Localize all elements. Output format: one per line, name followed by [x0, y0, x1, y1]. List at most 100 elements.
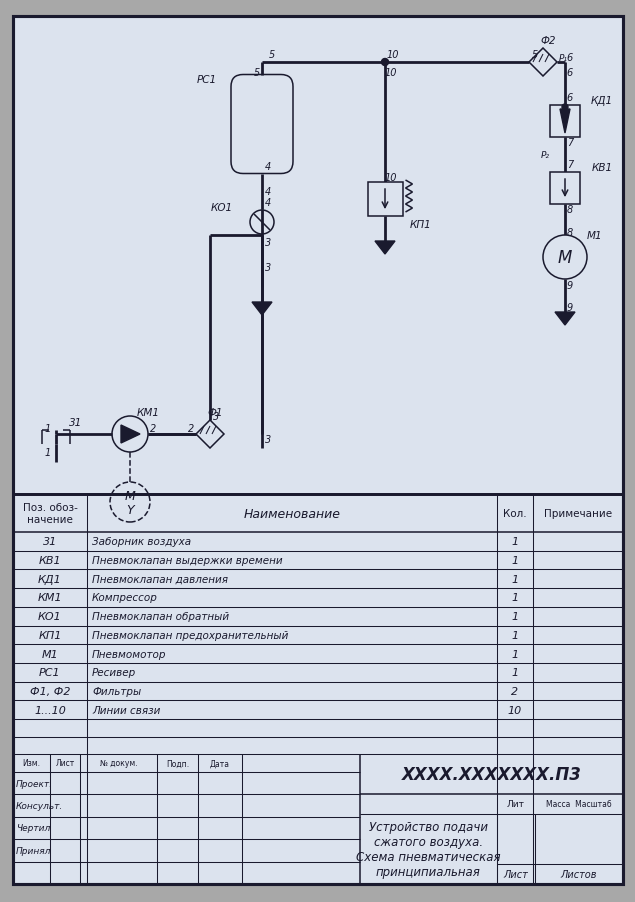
Text: 1: 1 — [511, 612, 519, 621]
Circle shape — [382, 60, 389, 67]
Text: 7: 7 — [567, 160, 573, 170]
Text: Лит: Лит — [507, 799, 525, 808]
Text: Масса  Масштаб: Масса Масштаб — [546, 799, 612, 808]
Text: РС1: РС1 — [197, 75, 217, 85]
Text: Листов: Листов — [561, 869, 598, 879]
Text: М1: М1 — [587, 231, 603, 241]
Text: 10: 10 — [385, 173, 398, 183]
Polygon shape — [196, 420, 224, 448]
Text: М: М — [124, 490, 135, 503]
Text: 5: 5 — [269, 50, 275, 60]
Text: КО1: КО1 — [38, 612, 62, 621]
Text: 1: 1 — [511, 667, 519, 677]
Text: 4: 4 — [265, 187, 271, 197]
Text: Р₂: Р₂ — [540, 151, 549, 160]
Text: Дата: Дата — [210, 759, 230, 768]
Text: КД1: КД1 — [38, 574, 62, 584]
Text: 1: 1 — [511, 630, 519, 640]
Polygon shape — [252, 303, 272, 316]
Text: Ф1: Ф1 — [207, 408, 223, 418]
Text: 10: 10 — [387, 50, 399, 60]
Text: 10: 10 — [508, 704, 522, 715]
Bar — [368, 183, 403, 216]
Bar — [550, 106, 580, 138]
Text: 4: 4 — [265, 162, 271, 172]
Text: 1...10: 1...10 — [34, 704, 66, 715]
Text: КП1: КП1 — [38, 630, 62, 640]
Text: 1: 1 — [511, 649, 519, 658]
Text: Фильтры: Фильтры — [92, 686, 141, 696]
Text: КП1: КП1 — [410, 220, 431, 230]
Text: Ф1, Ф2: Ф1, Ф2 — [30, 686, 70, 696]
Text: КД1: КД1 — [591, 96, 613, 106]
Text: Ресивер: Ресивер — [92, 667, 137, 677]
Text: КО1: КО1 — [211, 203, 233, 213]
Text: 9: 9 — [567, 303, 573, 313]
Text: Пневмоклапан выдержки времени: Пневмоклапан выдержки времени — [92, 556, 283, 566]
Polygon shape — [529, 49, 557, 77]
Text: Принял: Принял — [16, 846, 51, 855]
Text: 3: 3 — [265, 238, 271, 248]
Text: Пневмоклапан обратный: Пневмоклапан обратный — [92, 612, 229, 621]
Text: Изм.: Изм. — [22, 759, 41, 768]
Text: Консульт.: Консульт. — [16, 801, 64, 810]
Text: 2: 2 — [188, 424, 194, 434]
Circle shape — [250, 211, 274, 235]
Text: КМ1: КМ1 — [137, 408, 159, 418]
Bar — [550, 173, 580, 205]
Text: Линии связи: Линии связи — [92, 704, 161, 715]
Text: Примечание: Примечание — [544, 509, 612, 519]
Text: 8: 8 — [567, 227, 573, 238]
Circle shape — [110, 483, 150, 522]
Text: Подп.: Подп. — [166, 759, 189, 768]
Text: Лист: Лист — [55, 759, 75, 768]
Text: М1: М1 — [42, 649, 58, 658]
Polygon shape — [555, 313, 575, 326]
Text: Заборник воздуха: Заборник воздуха — [92, 537, 191, 547]
Text: XXXX.XXXXXXX.П3: XXXX.XXXXXXX.П3 — [401, 765, 582, 783]
Text: 1: 1 — [45, 447, 51, 457]
Text: КМ1: КМ1 — [37, 593, 62, 603]
Text: 31: 31 — [69, 418, 83, 428]
Text: Р₁: Р₁ — [559, 53, 568, 62]
Polygon shape — [121, 426, 140, 444]
Circle shape — [382, 60, 388, 66]
Text: 3: 3 — [213, 411, 219, 421]
Text: 2: 2 — [511, 686, 519, 696]
Text: Поз. обоз-
начение: Поз. обоз- начение — [23, 502, 77, 524]
Text: Проект.: Проект. — [16, 778, 53, 787]
Text: 1: 1 — [511, 574, 519, 584]
Text: Чертил: Чертил — [16, 824, 50, 833]
Text: 5: 5 — [532, 50, 538, 60]
Circle shape — [562, 105, 568, 111]
Text: 1: 1 — [511, 593, 519, 603]
Text: 6: 6 — [567, 53, 573, 63]
Text: 10: 10 — [385, 68, 398, 78]
Text: 31: 31 — [43, 537, 57, 547]
Text: 6: 6 — [567, 93, 573, 103]
Text: 1: 1 — [511, 537, 519, 547]
Text: 4: 4 — [265, 198, 271, 207]
Circle shape — [112, 417, 148, 453]
Text: 7: 7 — [567, 138, 573, 148]
Text: Наименование: Наименование — [243, 507, 340, 520]
Text: Y: Y — [126, 503, 134, 516]
Circle shape — [543, 235, 587, 280]
Text: Пневмоклапан давления: Пневмоклапан давления — [92, 574, 228, 584]
Text: Пневмоклапан предохранительный: Пневмоклапан предохранительный — [92, 630, 288, 640]
Text: 9: 9 — [567, 281, 573, 290]
Text: 1: 1 — [511, 556, 519, 566]
Text: № докум.: № докум. — [100, 759, 137, 768]
Text: 5: 5 — [254, 68, 260, 78]
Text: РС1: РС1 — [39, 667, 61, 677]
Text: 1: 1 — [45, 424, 51, 434]
Text: Лист: Лист — [504, 869, 528, 879]
Text: Пневмомотор: Пневмомотор — [92, 649, 166, 658]
Text: КВ1: КВ1 — [39, 556, 62, 566]
Text: Компрессор: Компрессор — [92, 593, 158, 603]
Text: 3: 3 — [265, 262, 271, 272]
Text: Устройство подачи
сжатого воздуха.
Схема пневматическая
принципиальная: Устройство подачи сжатого воздуха. Схема… — [356, 820, 501, 878]
Text: 8: 8 — [567, 205, 573, 215]
Text: 6: 6 — [567, 68, 573, 78]
Polygon shape — [560, 110, 570, 133]
